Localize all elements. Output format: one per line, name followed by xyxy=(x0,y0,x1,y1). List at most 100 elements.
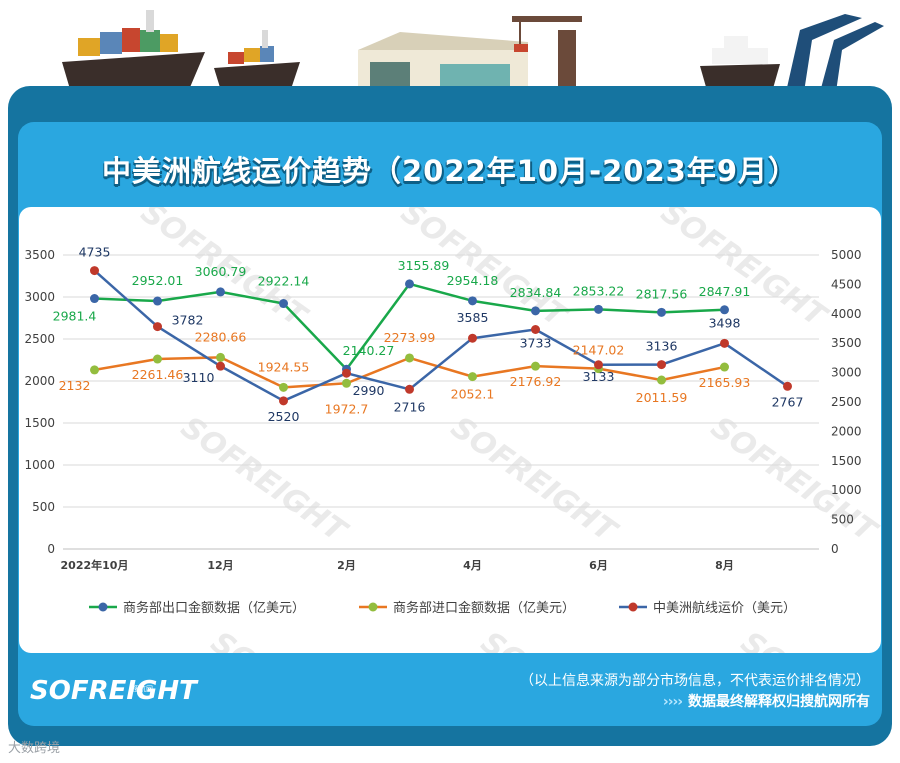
watermark-text: SOFREIGHT xyxy=(204,625,384,653)
y-left-tick-label: 0 xyxy=(47,542,55,556)
freight-series-data-label: 2767 xyxy=(772,394,804,409)
chart-data-labels: 2981.4 2952.01 3060.79 2922.14 2140.27 3155.8… xyxy=(53,245,804,424)
freight-series-point xyxy=(720,338,729,348)
y-right-tick-label: 5000 xyxy=(831,248,862,262)
export-series-point xyxy=(90,294,99,304)
import-series-data-label: 2132 xyxy=(59,378,91,393)
freight-series-data-label: 4735 xyxy=(79,245,111,260)
freight-series-data-label: 2716 xyxy=(394,399,426,414)
import-series-data-label: 2273.99 xyxy=(384,330,436,345)
legend-entry: 中美洲航线运价（美元） xyxy=(653,600,796,616)
export-series-point xyxy=(531,306,540,316)
legend-swatch-marker xyxy=(98,602,108,612)
x-tick-label: 6月 xyxy=(589,559,608,572)
legend-swatch-marker xyxy=(368,602,378,612)
x-tick-label: 2月 xyxy=(337,559,356,572)
chart-legend: 商务部出口金额数据（亿美元） 商务部进口金额数据（亿美元） 中美洲航线运价（美元） xyxy=(89,600,796,616)
freight-series-data-label: 3733 xyxy=(520,335,552,350)
freight-series-data-label: 2520 xyxy=(268,409,300,424)
export-series-point xyxy=(594,304,603,314)
import-series-point xyxy=(405,353,414,363)
watermark-text: SOFREIGHT xyxy=(474,625,654,653)
x-tick-label: 8月 xyxy=(715,559,734,572)
y-left-tick-label: 1500 xyxy=(24,416,55,430)
copyright-text: 数据最终解释权归搜航网所有 xyxy=(688,694,870,710)
export-series-point xyxy=(405,279,414,289)
y-left-tick-label: 2000 xyxy=(24,374,55,388)
export-series-data-label: 3155.89 xyxy=(398,258,450,273)
source-note: （以上信息来源为部分市场信息，不代表运价排名情况） xyxy=(520,673,870,689)
x-tick-label: 4月 xyxy=(463,559,482,572)
chart-series xyxy=(90,266,792,406)
cargo-ship-left-icon xyxy=(62,10,205,96)
y-right-tick-label: 1500 xyxy=(831,454,862,468)
container-ship-right-icon xyxy=(700,14,884,94)
import-series-point xyxy=(90,365,99,375)
cargo-ship-small-icon xyxy=(214,30,300,94)
export-series-data-label: 2981.4 xyxy=(53,309,97,324)
freight-series-line xyxy=(93,269,789,403)
freight-series-data-label: 3136 xyxy=(646,339,678,354)
legend-swatch-marker xyxy=(628,602,638,612)
port-crane-icon xyxy=(512,16,582,92)
y-left-tick-label: 2500 xyxy=(24,332,55,346)
source-credit: 大数跨境 xyxy=(8,741,61,756)
export-series-point xyxy=(216,287,225,297)
freight-series-point xyxy=(405,384,414,394)
y-right-tick-label: 4000 xyxy=(831,307,862,321)
import-series-point xyxy=(531,361,540,371)
freight-series-data-label: 3110 xyxy=(183,370,215,385)
import-series-point xyxy=(468,372,477,382)
export-series-point xyxy=(657,307,666,317)
y-right-tick-label: 0 xyxy=(831,542,839,556)
import-series-data-label: 1972.7 xyxy=(325,401,369,416)
y-left-tick-label: 3000 xyxy=(24,290,55,304)
export-series-point xyxy=(468,296,477,306)
x-tick-label: 2022年10月 xyxy=(61,558,129,572)
export-series-point xyxy=(720,305,729,315)
y-right-tick-label: 1000 xyxy=(831,483,862,497)
y-right-tick-label: 3000 xyxy=(831,366,862,380)
shipping-header-illustration xyxy=(62,10,884,96)
export-series-data-label: 2817.56 xyxy=(636,286,688,301)
watermark-text: SOFREIGHT xyxy=(654,207,834,335)
y-right-tick-label: 3500 xyxy=(831,336,862,350)
import-series-point xyxy=(279,382,288,392)
y-right-tick-label: 2500 xyxy=(831,395,862,409)
page-title: 中美洲航线运价趋势（2022年10月-2023年9月） xyxy=(102,154,798,188)
freight-series-point xyxy=(657,360,666,370)
freight-series-point xyxy=(468,333,477,343)
freight-series-data-label: 2990 xyxy=(353,383,385,398)
y-left-tick-label: 500 xyxy=(32,500,55,514)
import-series-point xyxy=(153,354,162,364)
legend-entry: 商务部进口金额数据（亿美元） xyxy=(393,600,575,616)
y-right-tick-label: 4500 xyxy=(831,277,862,291)
import-series-data-label: 2011.59 xyxy=(636,390,688,405)
import-series-data-label: 1924.55 xyxy=(258,359,310,374)
import-series-data-label: 2261.46 xyxy=(132,367,184,382)
chart-card xyxy=(19,207,881,653)
brand-logo-sub: 搜航网 xyxy=(132,685,153,693)
import-series-data-label: 2165.93 xyxy=(699,375,751,390)
freight-series-point xyxy=(783,381,792,391)
arrows-icon: ›››› xyxy=(662,694,683,710)
freight-series-point xyxy=(90,266,99,276)
copyright-note: ›››› 数据最终解释权归搜航网所有 xyxy=(663,691,870,711)
y-right-tick-label: 2000 xyxy=(831,424,862,438)
freight-series-data-label: 3585 xyxy=(457,310,489,325)
watermark-text: SOFREIGHT xyxy=(444,410,624,551)
freight-series-data-label: 3782 xyxy=(172,313,204,328)
import-series-point xyxy=(216,352,225,362)
export-series-data-label: 2834.84 xyxy=(510,285,562,300)
watermark-text: SOFREIGHT xyxy=(734,625,881,653)
export-series-point xyxy=(279,299,288,309)
import-series-data-label: 2280.66 xyxy=(195,329,247,344)
export-series-data-label: 2140.27 xyxy=(343,343,395,358)
import-series-data-label: 2052.1 xyxy=(451,387,495,402)
export-series-data-label: 2853.22 xyxy=(573,283,625,298)
export-series-data-label: 2952.01 xyxy=(132,273,184,288)
export-series-point xyxy=(153,296,162,306)
watermark-text: SOFREIGHT xyxy=(174,410,354,551)
freight-series-point xyxy=(153,322,162,332)
